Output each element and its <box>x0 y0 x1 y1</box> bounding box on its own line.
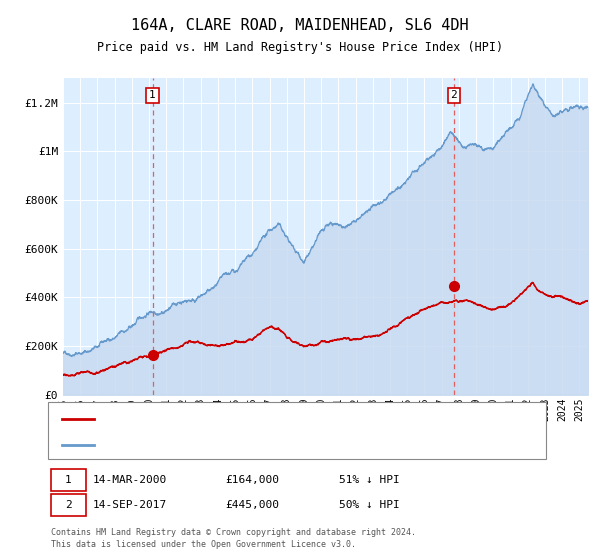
Text: 164A, CLARE ROAD, MAIDENHEAD, SL6 4DH: 164A, CLARE ROAD, MAIDENHEAD, SL6 4DH <box>131 18 469 32</box>
Text: Contains HM Land Registry data © Crown copyright and database right 2024.
This d: Contains HM Land Registry data © Crown c… <box>51 528 416 549</box>
Text: 164A, CLARE ROAD, MAIDENHEAD, SL6 4DH (detached house): 164A, CLARE ROAD, MAIDENHEAD, SL6 4DH (d… <box>103 414 440 424</box>
Text: 1: 1 <box>65 475 72 485</box>
Text: 50% ↓ HPI: 50% ↓ HPI <box>339 500 400 510</box>
Text: £445,000: £445,000 <box>225 500 279 510</box>
Text: £164,000: £164,000 <box>225 475 279 485</box>
Text: 2: 2 <box>451 90 457 100</box>
Text: HPI: Average price, detached house, Windsor and Maidenhead: HPI: Average price, detached house, Wind… <box>103 440 466 450</box>
Text: 1: 1 <box>149 90 156 100</box>
Text: 51% ↓ HPI: 51% ↓ HPI <box>339 475 400 485</box>
Text: 14-MAR-2000: 14-MAR-2000 <box>93 475 167 485</box>
Text: Price paid vs. HM Land Registry's House Price Index (HPI): Price paid vs. HM Land Registry's House … <box>97 41 503 54</box>
Text: 2: 2 <box>65 500 72 510</box>
Text: 14-SEP-2017: 14-SEP-2017 <box>93 500 167 510</box>
